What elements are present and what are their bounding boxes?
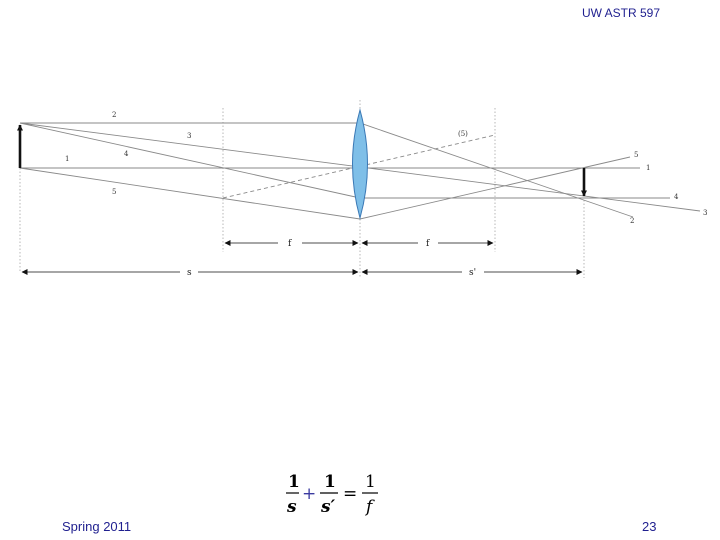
course-header: UW ASTR 597 (581, 6, 660, 20)
dimension-lines (21, 240, 583, 275)
ray-label-2-left: 2 (112, 111, 116, 119)
ray-label-3-left: 3 (187, 132, 191, 140)
ray-4 (19, 122, 670, 199)
ray-label-3-right: 3 (703, 209, 707, 217)
eq-denominator-f: f (364, 497, 375, 517)
eq-numerator-3: 1 (365, 472, 376, 492)
lens-equation: 1 s + 1 s′ = 1 f (286, 472, 378, 517)
ray-label-1-left: 1 (65, 155, 69, 163)
dimension-labels: f f s s' (187, 239, 476, 278)
ray-label-5-left: 5 (112, 188, 116, 196)
term-footer: Spring 2011 (62, 519, 132, 534)
eq-denominator-s-prime: s′ (320, 497, 336, 517)
ray-label-2-right: 2 (630, 217, 634, 225)
eq-denominator-s: s (286, 497, 297, 517)
convex-lens (352, 108, 368, 220)
ray-2 (20, 122, 634, 218)
ray-label-4-right: 4 (674, 193, 679, 201)
ray-label-4-left: 4 (124, 150, 129, 158)
eq-plus: + (302, 484, 316, 504)
eq-equals: = (343, 484, 357, 504)
guide-lines (19, 100, 585, 278)
ray-labels: 2 3 4 1 5 (5) 5 1 4 3 2 (65, 111, 707, 225)
ray-label-5-right: 5 (634, 151, 638, 159)
eq-numerator-1: 1 (288, 472, 300, 492)
page-number: 23 (642, 519, 657, 534)
ray-label-5-virtual: (5) (458, 130, 468, 138)
dim-label-s-prime: s' (469, 268, 476, 278)
ray-5-virtual (222, 134, 496, 199)
dim-label-f-right: f (426, 239, 430, 249)
dim-label-s: s (187, 268, 192, 278)
dim-label-f-left: f (288, 239, 292, 249)
eq-numerator-2: 1 (324, 472, 336, 492)
ray-label-1-right: 1 (646, 164, 650, 172)
